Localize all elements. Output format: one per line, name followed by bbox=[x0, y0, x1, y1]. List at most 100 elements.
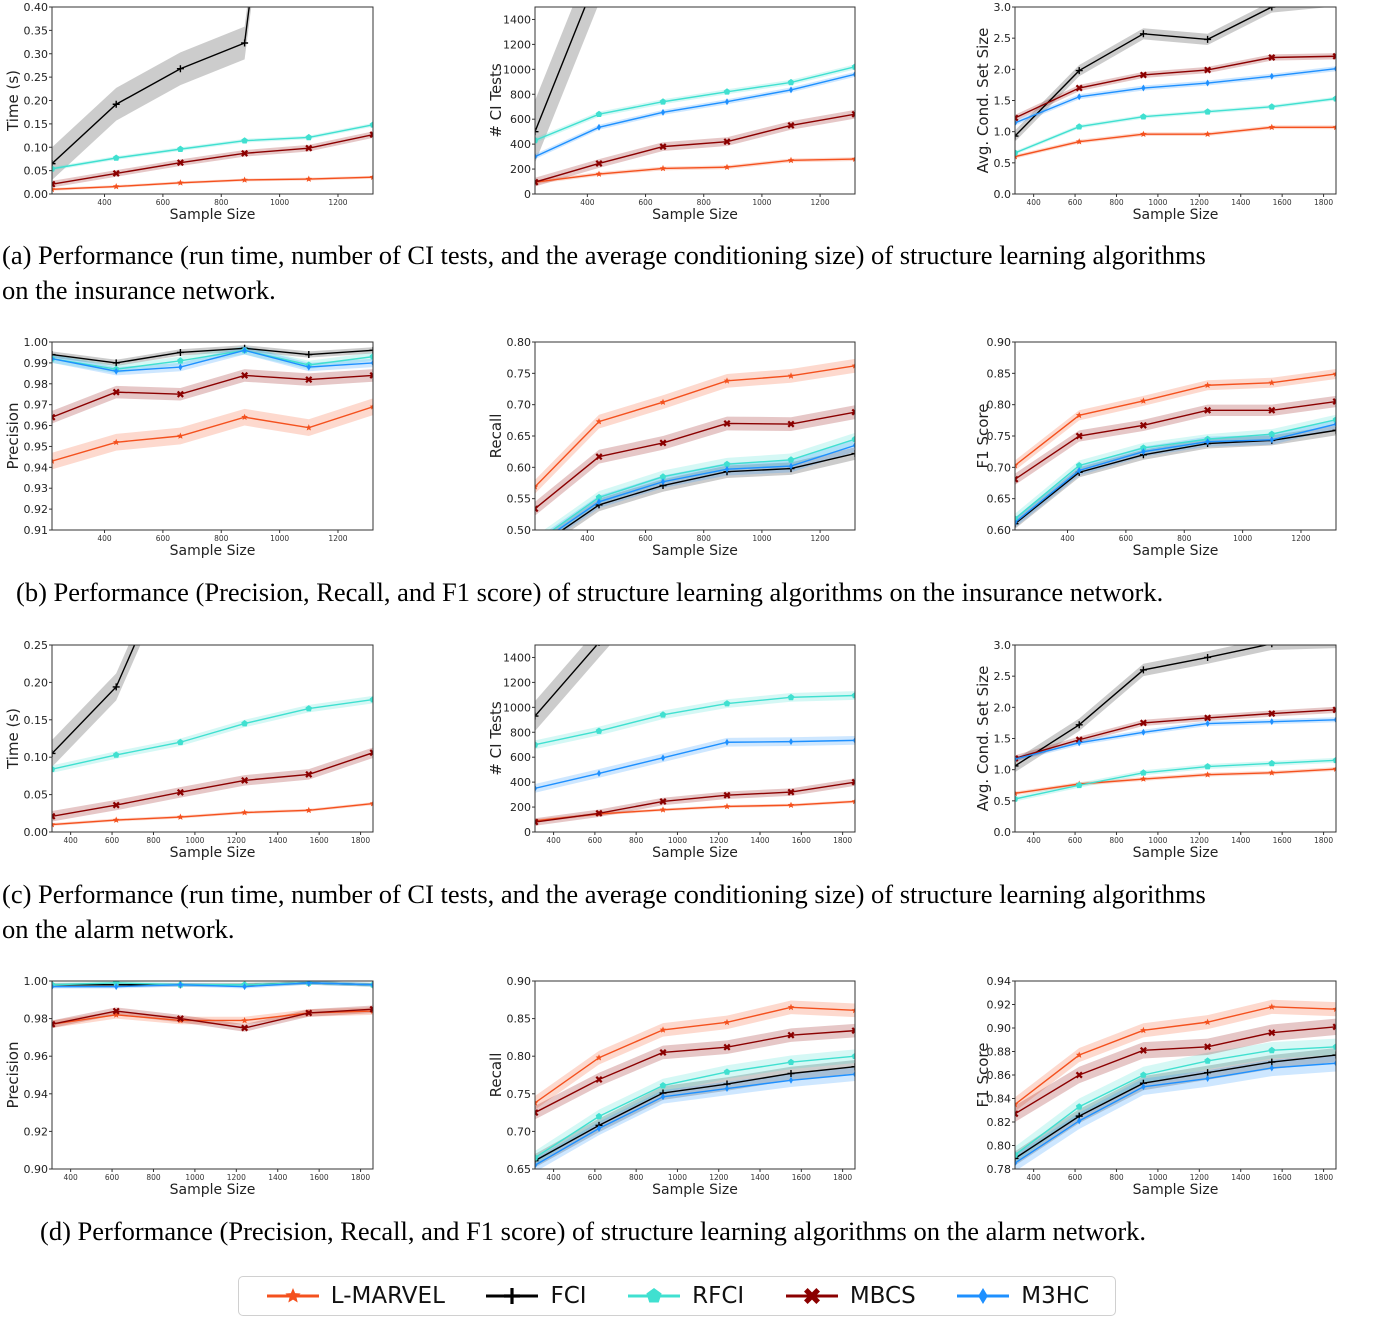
x-tick-label: 1600 bbox=[1273, 198, 1292, 207]
x-tick-label: 1200 bbox=[227, 836, 246, 845]
plot-area bbox=[1015, 0, 1340, 160]
data-point-fci bbox=[1139, 30, 1147, 38]
series-line-rfci bbox=[1015, 97, 1336, 154]
data-point-m3hc bbox=[533, 542, 537, 549]
data-point-l-marvel bbox=[787, 801, 795, 808]
legend-label: M3HC bbox=[1021, 1283, 1090, 1309]
data-point-l-marvel bbox=[595, 170, 603, 177]
x-tick-label: 1200 bbox=[709, 836, 728, 845]
y-tick-label: 0.55 bbox=[507, 493, 532, 506]
data-point-rfci bbox=[177, 738, 184, 746]
data-point-rfci bbox=[1204, 1057, 1211, 1064]
data-point-rfci bbox=[52, 165, 56, 172]
data-point-mbcs bbox=[1332, 52, 1336, 60]
data-point-fci bbox=[369, 346, 373, 354]
data-point-l-marvel bbox=[52, 185, 56, 193]
data-point-fci bbox=[1268, 7, 1276, 11]
y-tick-label: 0.20 bbox=[24, 676, 49, 689]
ci-band-mbcs bbox=[535, 405, 855, 516]
data-point-mbcs bbox=[52, 180, 56, 188]
data-point-m3hc bbox=[306, 363, 311, 371]
data-point-m3hc bbox=[1015, 1159, 1018, 1167]
data-point-l-marvel bbox=[851, 1006, 855, 1014]
data-point-rfci bbox=[787, 456, 795, 463]
data-point-fci bbox=[1204, 35, 1212, 43]
data-point-rfci bbox=[177, 145, 184, 152]
y-tick-label: 0.92 bbox=[987, 999, 1012, 1012]
x-tick-label: 600 bbox=[105, 836, 120, 845]
y-tick-label: 0.60 bbox=[987, 524, 1012, 537]
data-point-mbcs bbox=[1332, 1023, 1336, 1031]
series-line-mbcs bbox=[52, 374, 373, 418]
data-point-mbcs bbox=[1015, 1110, 1019, 1118]
data-point-fci bbox=[1333, 0, 1340, 4]
data-point-rfci bbox=[1015, 149, 1019, 156]
series-line-m3hc bbox=[1015, 719, 1336, 760]
data-point-mbcs bbox=[723, 1043, 731, 1051]
y-tick-label: 0 bbox=[524, 188, 531, 201]
data-point-l-marvel bbox=[659, 398, 667, 405]
data-point-l-marvel bbox=[1075, 1051, 1083, 1058]
ci-band-fci bbox=[1015, 7, 1330, 142]
data-point-l-marvel bbox=[1204, 1018, 1211, 1025]
y-tick-label: 0.97 bbox=[24, 399, 49, 412]
y-tick-label: 0.20 bbox=[24, 95, 49, 108]
plot-frame bbox=[51, 341, 374, 531]
legend-label: RFCI bbox=[692, 1283, 745, 1309]
x-tick-label: 400 bbox=[97, 534, 112, 543]
data-point-l-marvel bbox=[1015, 462, 1019, 469]
data-point-m3hc bbox=[178, 981, 183, 989]
data-point-fci bbox=[1332, 426, 1336, 434]
data-point-l-marvel bbox=[112, 1011, 120, 1018]
data-point-m3hc bbox=[788, 1076, 794, 1084]
series-line-rfci bbox=[535, 66, 855, 142]
series-line-fci bbox=[535, 7, 586, 132]
data-point-mbcs bbox=[112, 388, 120, 396]
ci-band-mbcs bbox=[52, 1005, 373, 1032]
data-point-m3hc bbox=[1141, 728, 1146, 736]
data-point-fci bbox=[1204, 653, 1212, 661]
chart-d2: 0.65 0.70 0.75 0.80 0.85 0.90 400 600 800 1000 120… bbox=[487, 975, 856, 1198]
data-point-m3hc bbox=[1015, 755, 1018, 763]
data-point-rfci bbox=[595, 1112, 603, 1120]
data-point-m3hc bbox=[596, 498, 602, 506]
plot-frame bbox=[51, 644, 374, 833]
y-tick-label: 0.25 bbox=[24, 71, 49, 84]
data-point-mbcs bbox=[241, 776, 249, 784]
y-tick-label: 600 bbox=[510, 113, 531, 126]
data-point-rfci bbox=[1268, 430, 1276, 437]
y-tick-label: 0.40 bbox=[24, 1, 49, 14]
x-tick-label: 1000 bbox=[1233, 534, 1252, 543]
data-point-fci bbox=[1271, 645, 1273, 648]
x-tick-label: 1000 bbox=[1148, 198, 1167, 207]
data-point-l-marvel bbox=[241, 1017, 248, 1024]
x-tick-label: 600 bbox=[638, 534, 653, 543]
y-tick-label: 0.88 bbox=[987, 1046, 1012, 1059]
marker-pentagon bbox=[646, 1288, 662, 1303]
x-tick-label: 1800 bbox=[1314, 836, 1333, 845]
plot-area bbox=[1015, 645, 1336, 802]
series-line-l-marvel bbox=[1015, 768, 1336, 795]
data-point-m3hc bbox=[1077, 739, 1082, 747]
series-line-fci bbox=[1015, 7, 1280, 137]
x-tick-label: 1800 bbox=[833, 1173, 852, 1182]
y-tick-label: 0.94 bbox=[24, 1088, 49, 1101]
data-point-l-marvel bbox=[177, 813, 184, 820]
data-point-mbcs bbox=[659, 1048, 667, 1056]
series-line-l-marvel bbox=[52, 406, 373, 462]
data-point-rfci bbox=[595, 493, 603, 501]
data-point-m3hc bbox=[852, 70, 855, 78]
data-point-fci bbox=[723, 1080, 731, 1088]
data-point-m3hc bbox=[1333, 420, 1336, 428]
y-axis-label: F1 Score bbox=[974, 1043, 992, 1108]
data-point-m3hc bbox=[788, 86, 794, 94]
data-point-fci bbox=[532, 545, 539, 552]
chart-b2: 0.50 0.55 0.60 0.65 0.70 0.75 0.80 400 600 800 100… bbox=[487, 336, 856, 559]
data-point-rfci bbox=[1268, 103, 1276, 110]
data-point-rfci bbox=[305, 133, 313, 141]
x-tick-label: 800 bbox=[1109, 836, 1124, 845]
plot-area bbox=[52, 344, 373, 470]
x-tick-label: 1200 bbox=[709, 1173, 728, 1182]
ci-band-mbcs bbox=[1015, 395, 1336, 485]
data-point-l-marvel bbox=[1332, 1005, 1336, 1012]
